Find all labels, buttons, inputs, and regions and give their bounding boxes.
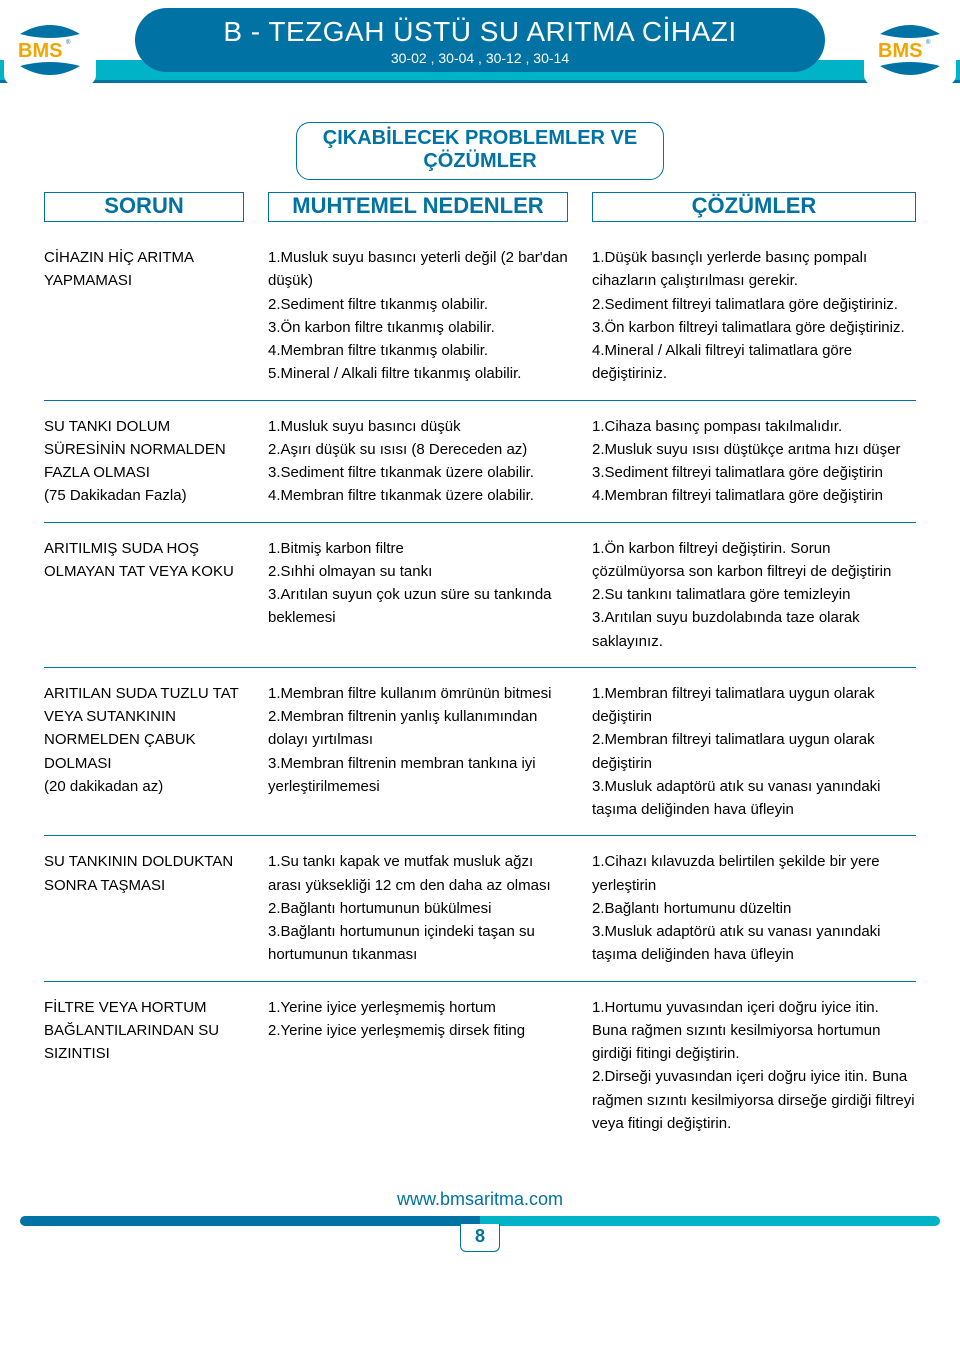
cell-problem: CİHAZIN HİÇ ARITMA YAPMAMASI [44, 246, 244, 386]
col-head-cause: MUHTEMEL NEDENLER [268, 192, 568, 222]
page-number: 8 [460, 1224, 500, 1252]
table-row: SU TANKI DOLUM SÜRESİNİN NORMALDEN FAZLA… [44, 401, 916, 523]
page-subtitle: 30-02 , 30-04 , 30-12 , 30-14 [155, 50, 805, 66]
logo-right: BMS ® [864, 15, 956, 85]
column-headers: SORUN MUHTEMEL NEDENLER ÇÖZÜMLER [0, 180, 960, 232]
cell-solution: 1.Ön karbon filtreyi değiştirin. Sorun ç… [592, 537, 916, 653]
cell-solution: 1.Hortumu yuvasından içeri doğru iyice i… [592, 996, 916, 1136]
col-head-solution: ÇÖZÜMLER [592, 192, 916, 222]
cell-problem: SU TANKININ DOLDUKTAN SONRA TAŞMASI [44, 850, 244, 966]
svg-text:®: ® [926, 39, 931, 46]
section-subhead: ÇIKABİLECEK PROBLEMLER VE ÇÖZÜMLER [296, 122, 664, 180]
cell-cause: 1.Bitmiş karbon filtre 2.Sıhhi olmayan s… [268, 537, 568, 653]
footer-url: www.bmsaritma.com [0, 1189, 960, 1210]
logo-text: BMS [18, 40, 62, 62]
page-title: B - TEZGAH ÜSTÜ SU ARITMA CİHAZI [155, 16, 805, 48]
table-row: CİHAZIN HİÇ ARITMA YAPMAMASI1.Musluk suy… [44, 232, 916, 401]
footer-bar-navy [20, 1216, 480, 1226]
bms-logo-icon: BMS ® [10, 20, 90, 80]
logo-text: BMS [878, 40, 922, 62]
troubleshooting-grid: CİHAZIN HİÇ ARITMA YAPMAMASI1.Musluk suy… [0, 232, 960, 1149]
cell-cause: 1.Musluk suyu basıncı yeterli değil (2 b… [268, 246, 568, 386]
page-root: BMS ® B - TEZGAH ÜSTÜ SU ARITMA CİHAZI 3… [0, 0, 960, 1271]
table-row: SU TANKININ DOLDUKTAN SONRA TAŞMASI1.Su … [44, 836, 916, 981]
section-subhead-row: ÇIKABİLECEK PROBLEMLER VE ÇÖZÜMLER [0, 122, 960, 180]
cell-problem: FİLTRE VEYA HORTUM BAĞLANTILARINDAN SU S… [44, 996, 244, 1136]
cell-cause: 1.Yerine iyice yerleşmemiş hortum 2.Yeri… [268, 996, 568, 1136]
table-row: ARITILMIŞ SUDA HOŞ OLMAYAN TAT VEYA KOKU… [44, 523, 916, 668]
page-header: BMS ® B - TEZGAH ÜSTÜ SU ARITMA CİHAZI 3… [0, 0, 960, 100]
table-row: FİLTRE VEYA HORTUM BAĞLANTILARINDAN SU S… [44, 982, 916, 1150]
cell-solution: 1.Membran filtreyi talimatlara uygun ola… [592, 682, 916, 822]
cell-cause: 1.Membran filtre kullanım ömrünün bitmes… [268, 682, 568, 822]
page-footer: www.bmsaritma.com 8 [0, 1189, 960, 1271]
cell-solution: 1.Cihazı kılavuzda belirtilen şekilde bi… [592, 850, 916, 966]
cell-cause: 1.Musluk suyu basıncı düşük 2.Aşırı düşü… [268, 415, 568, 508]
bms-logo-icon: BMS ® [870, 20, 950, 80]
table-row: ARITILAN SUDA TUZLU TAT VEYA SUTANKININ … [44, 668, 916, 837]
footer-bar-teal [480, 1216, 940, 1226]
col-head-problem: SORUN [44, 192, 244, 222]
cell-solution: 1.Cihaza basınç pompası takılmalıdır. 2.… [592, 415, 916, 508]
cell-problem: SU TANKI DOLUM SÜRESİNİN NORMALDEN FAZLA… [44, 415, 244, 508]
cell-problem: ARITILAN SUDA TUZLU TAT VEYA SUTANKININ … [44, 682, 244, 822]
cell-cause: 1.Su tankı kapak ve mutfak musluk ağzı a… [268, 850, 568, 966]
svg-text:®: ® [66, 39, 71, 46]
cell-solution: 1.Düşük basınçlı yerlerde basınç pompalı… [592, 246, 916, 386]
header-stripe-navy [0, 80, 960, 83]
logo-left: BMS ® [4, 15, 96, 85]
cell-problem: ARITILMIŞ SUDA HOŞ OLMAYAN TAT VEYA KOKU [44, 537, 244, 653]
title-pill: B - TEZGAH ÜSTÜ SU ARITMA CİHAZI 30-02 ,… [135, 8, 825, 72]
